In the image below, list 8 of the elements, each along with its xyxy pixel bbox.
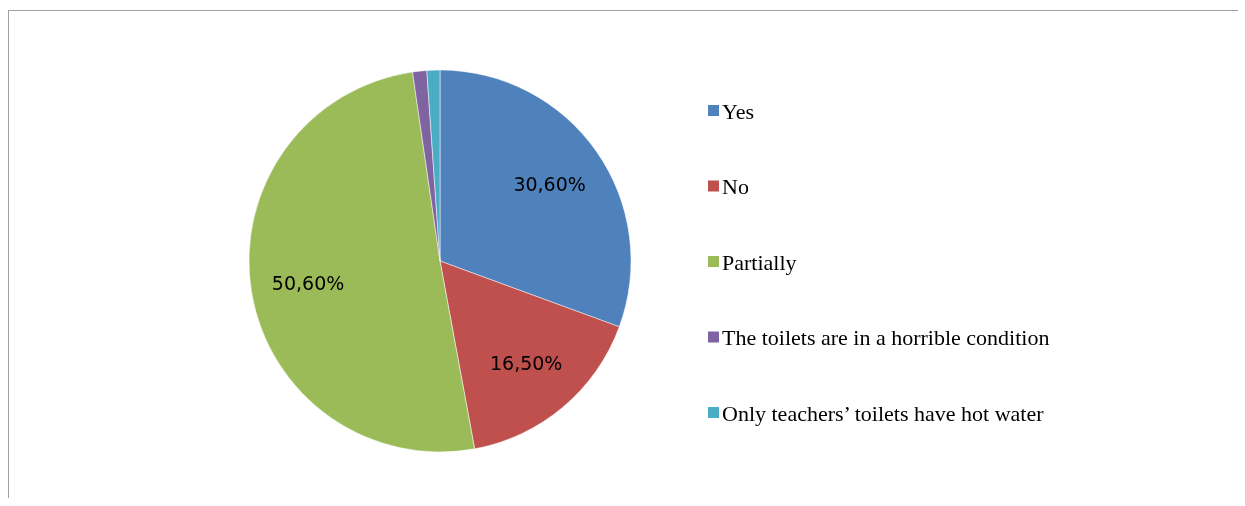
legend-label: The toilets are in a horrible condition: [722, 325, 1050, 350]
legend-label: Partially: [722, 249, 797, 275]
legend-label: Yes: [722, 98, 755, 124]
legend-label: No: [722, 174, 749, 199]
data-label: 50,60%: [271, 271, 345, 294]
legend-label: Only teachers’ toilets have hot water: [722, 400, 1045, 426]
data-label: 30,60%: [513, 173, 586, 196]
data-label: 16,50%: [489, 352, 563, 375]
